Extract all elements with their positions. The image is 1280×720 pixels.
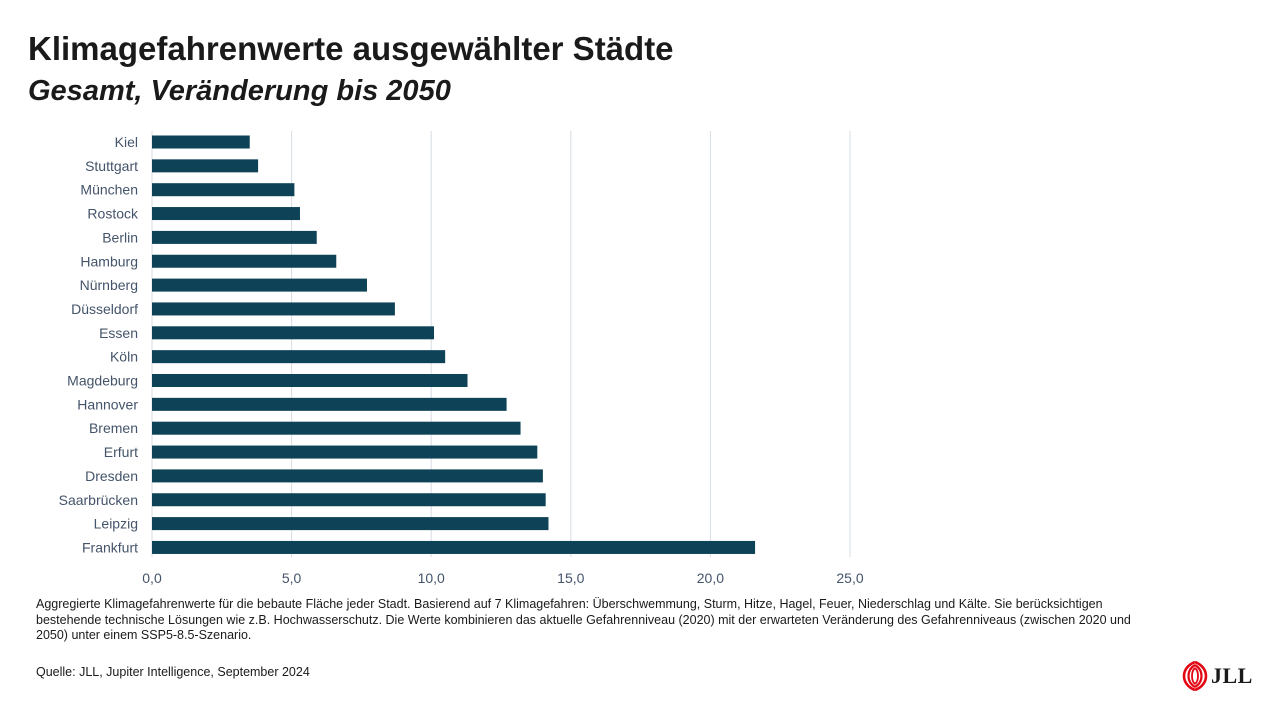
footnote: Aggregierte Klimagefahrenwerte für die b… <box>36 597 1131 642</box>
x-tick-label: 5,0 <box>282 570 302 586</box>
category-label: Essen <box>99 325 138 341</box>
bar <box>152 517 549 531</box>
bar <box>152 469 543 483</box>
category-label: Rostock <box>87 206 139 222</box>
category-labels: Kiel Stuttgart München Rostock Berlin Hamburg… <box>59 134 139 555</box>
bar <box>152 302 395 316</box>
chart-subtitle: Gesamt, Veränderung bis 2050 <box>28 75 451 107</box>
bar <box>152 445 538 459</box>
bar <box>152 374 468 387</box>
category-label: Düsseldorf <box>71 301 138 317</box>
category-label: Kiel <box>115 134 138 150</box>
bar <box>152 421 521 435</box>
bar <box>152 183 295 197</box>
bar <box>152 350 446 364</box>
category-label: Magdeburg <box>67 373 138 389</box>
bar <box>152 135 250 149</box>
category-label: Leipzig <box>94 516 138 532</box>
bar <box>152 326 434 340</box>
category-label: München <box>80 182 138 198</box>
source-note: Quelle: JLL, Jupiter Intelligence, Septe… <box>36 665 310 679</box>
category-label: Hannover <box>77 396 138 412</box>
bar <box>152 207 300 221</box>
bar <box>152 159 259 173</box>
bar-chart: Kiel Stuttgart München Rostock Berlin Hamburg… <box>59 131 864 586</box>
category-label: Nürnberg <box>80 277 138 293</box>
logo-text: JLL <box>1211 663 1253 688</box>
category-label: Stuttgart <box>85 158 138 174</box>
category-label: Hamburg <box>80 253 138 269</box>
category-label: Frankfurt <box>82 539 138 555</box>
bar <box>152 540 756 554</box>
chart-title: Klimagefahrenwerte ausgewählter Städte <box>28 30 674 67</box>
category-label: Bremen <box>89 420 138 436</box>
x-axis-tick-labels: 0,0 5,0 10,0 15,0 20,0 25,0 <box>142 570 864 586</box>
x-tick-label: 20,0 <box>697 570 724 586</box>
bar <box>152 397 507 411</box>
bar <box>152 254 337 268</box>
bar <box>152 493 546 507</box>
category-label: Köln <box>110 349 138 365</box>
x-tick-label: 10,0 <box>418 570 445 586</box>
bar <box>152 230 317 244</box>
x-tick-label: 0,0 <box>142 570 162 586</box>
category-label: Berlin <box>102 229 138 245</box>
jll-logo-icon <box>1182 661 1208 691</box>
gridlines <box>151 131 851 557</box>
x-tick-label: 25,0 <box>836 570 863 586</box>
x-tick-label: 15,0 <box>557 570 584 586</box>
bars <box>152 135 756 554</box>
category-label: Erfurt <box>104 444 138 460</box>
category-label: Saarbrücken <box>59 492 138 508</box>
jll-logo: JLL <box>1182 660 1253 692</box>
category-label: Dresden <box>85 468 138 484</box>
bar <box>152 278 367 292</box>
